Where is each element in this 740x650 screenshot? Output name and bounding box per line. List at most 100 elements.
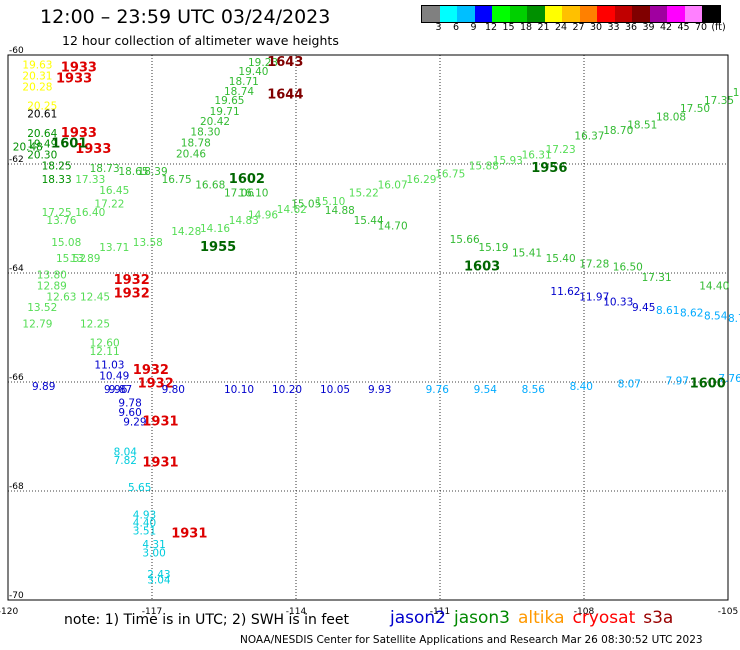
- wave-height-value: 8.04: [114, 447, 138, 459]
- wave-height-value: 16.68: [195, 180, 225, 192]
- wave-height-value: 18.33: [42, 174, 72, 186]
- wave-height-value: 16.29: [406, 174, 436, 186]
- wave-height-value: 20.64: [27, 128, 57, 140]
- wave-height-value: 20.30: [27, 150, 57, 162]
- wave-height-value: 15.40: [546, 253, 576, 265]
- legend-label: 42: [659, 22, 673, 33]
- wave-height-value: 12.79: [22, 319, 52, 331]
- wave-height-value: 17.33: [75, 174, 105, 186]
- wave-height-value: 11.62: [550, 286, 580, 298]
- wave-height-value: 18.39: [138, 166, 168, 178]
- pass-time-label: 1932: [138, 376, 174, 391]
- wave-height-value: 15.44: [354, 215, 384, 227]
- legend-swatch: [562, 6, 580, 22]
- wave-height-value: 8.54: [704, 310, 728, 322]
- wave-height-value: 3.04: [147, 575, 171, 587]
- wave-height-value: 15.41: [512, 248, 542, 260]
- pass-time-label: 1955: [200, 240, 236, 255]
- legend-swatch: [492, 6, 510, 22]
- wave-height-value: 15.93: [493, 155, 523, 167]
- wave-height-value: 10.20: [272, 384, 302, 396]
- wave-height-value: 14.70: [378, 220, 408, 232]
- wave-height-value: 16.45: [99, 185, 129, 197]
- longitude-label: -117: [142, 607, 162, 617]
- wave-height-value: 10.05: [320, 384, 350, 396]
- page-title: 12:00 – 23:59 UTC 03/24/2023: [40, 6, 331, 28]
- legend-label: 45: [677, 22, 690, 33]
- latitude-label: -68: [9, 482, 24, 492]
- pass-time-label: 1643: [267, 55, 303, 70]
- wave-height-value: 8.70: [728, 313, 740, 325]
- credit-footer: NOAA/NESDIS Center for Satellite Applica…: [240, 634, 703, 646]
- wave-height-value: 20.61: [27, 109, 57, 121]
- legend-label: 9: [470, 22, 477, 33]
- wave-height-value: 13.89: [70, 253, 100, 265]
- legend-label: 24: [554, 22, 568, 33]
- wave-height-value: 15.22: [349, 188, 379, 200]
- wave-height-value: 14.40: [699, 280, 729, 292]
- legend-label: 15: [502, 22, 515, 33]
- wave-height-value: 18.78: [181, 138, 211, 150]
- legend-swatch: [614, 6, 632, 22]
- longitude-label: -120: [0, 607, 18, 617]
- satellite-altika: altika: [518, 608, 565, 628]
- map-frame: [7, 54, 729, 601]
- wave-height-value: 7.97: [666, 376, 689, 388]
- wave-height-value: 16.40: [75, 207, 105, 219]
- legend-label: 21: [537, 22, 550, 33]
- legend-swatch: [702, 6, 720, 22]
- wave-height-value: 18.51: [627, 120, 657, 132]
- wave-height-value: 9.87: [109, 384, 132, 396]
- wave-height-value: 11.97: [579, 291, 609, 303]
- wave-height-value: 14.16: [200, 223, 230, 235]
- wave-height-value: 9.29: [123, 417, 146, 429]
- legend-label: 70: [694, 22, 708, 33]
- wave-height-value: 12.63: [46, 291, 76, 303]
- pass-time-label: 1933: [61, 126, 97, 141]
- wave-height-value: 7.76: [718, 373, 740, 385]
- longitude-label: -105: [718, 607, 738, 617]
- satellite-s3a: s3a: [643, 608, 674, 628]
- wave-height-value: 9.89: [32, 381, 55, 393]
- wave-height-value: 17.35: [704, 95, 734, 107]
- satellite-jason2: jason2: [390, 608, 446, 628]
- wave-height-value: 13.76: [46, 215, 76, 227]
- wave-height-value: 12.25: [80, 319, 110, 331]
- latitude-label: -66: [9, 373, 24, 383]
- wave-height-value: 7.82: [114, 455, 137, 467]
- latitude-label: -62: [9, 155, 24, 165]
- latitude-label: -60: [9, 46, 24, 56]
- wave-height-value: 15.19: [478, 242, 508, 254]
- wave-height-value: 16.37: [574, 130, 604, 142]
- longitude-label: -108: [574, 607, 595, 617]
- wave-height-value: 18.74: [224, 86, 254, 98]
- wave-height-value: 14.83: [229, 215, 259, 227]
- wave-height-value: 18.71: [229, 76, 259, 88]
- wave-height-value: 3.51: [133, 526, 156, 538]
- legend-swatch: [667, 6, 685, 22]
- wave-height-value: 16.10: [238, 188, 268, 200]
- wave-height-value: 17.28: [579, 259, 609, 271]
- footnote: note: 1) Time is in UTC; 2) SWH is in fe…: [64, 612, 350, 628]
- wave-height-value: 11.03: [94, 359, 124, 371]
- pass-time-label: 1931: [171, 526, 207, 541]
- wave-height-value: 15.66: [450, 234, 480, 246]
- wave-height-value: 17.50: [680, 103, 710, 115]
- legend-swatch: [544, 6, 562, 22]
- wave-height-value: 3.00: [142, 547, 165, 559]
- pass-time-label: 1602: [229, 172, 265, 187]
- legend-label: 36: [624, 22, 638, 33]
- wave-height-value: 9.60: [118, 407, 141, 419]
- legend-label: 3: [435, 22, 442, 33]
- legend-swatch: [527, 6, 545, 22]
- wave-height-value: 9.93: [368, 384, 391, 396]
- pass-time-label: 1933: [61, 60, 97, 75]
- wave-height-value: 13.58: [133, 237, 163, 249]
- wave-height-value: 16.88: [733, 87, 740, 99]
- wave-height-value: 8.56: [522, 384, 546, 396]
- wave-height-value: 9.78: [118, 398, 141, 410]
- wave-height-value: 14.28: [171, 226, 201, 238]
- wave-height-value: 18.70: [603, 125, 633, 137]
- pass-time-label: 1931: [142, 415, 178, 430]
